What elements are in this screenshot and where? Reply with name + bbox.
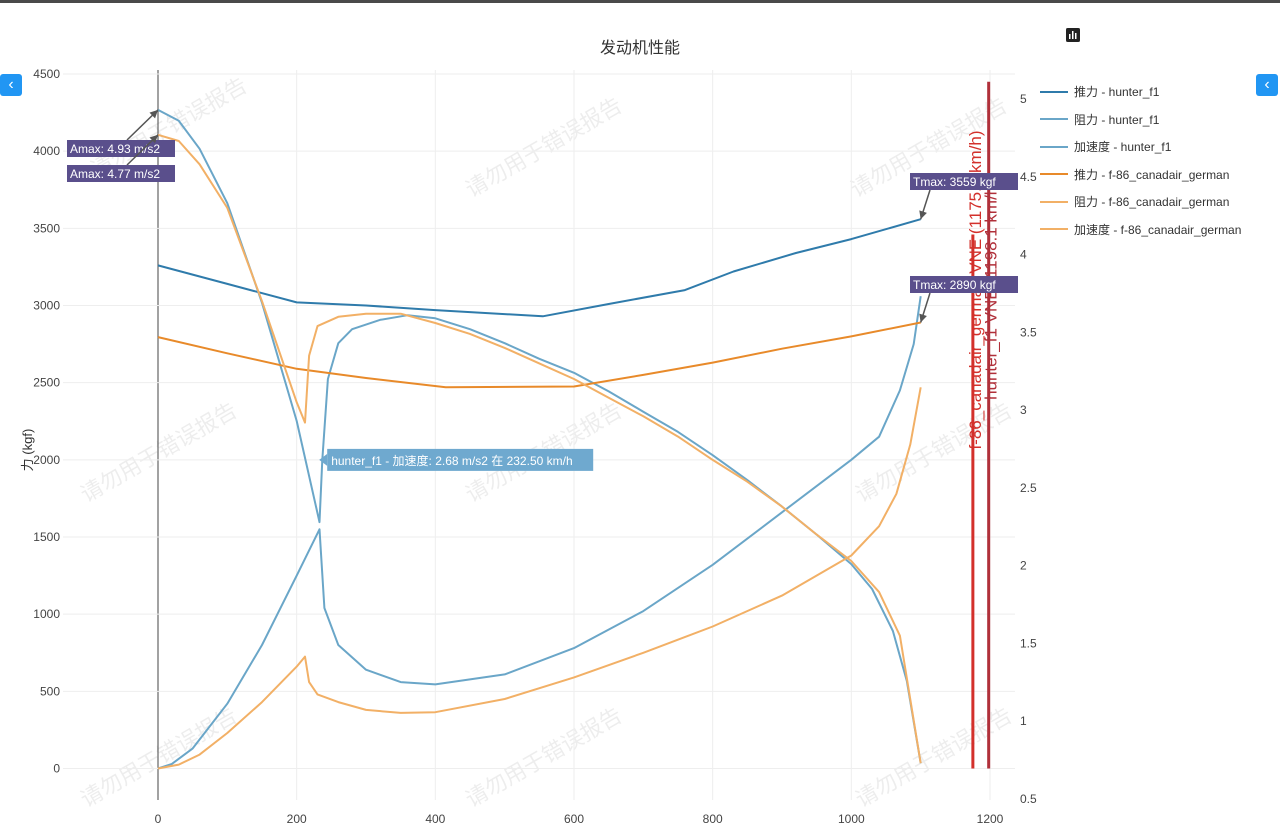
x-tick-label: 200 bbox=[287, 812, 307, 826]
chart-modebar bbox=[1066, 28, 1262, 46]
y2-tick-label: 4 bbox=[1020, 248, 1027, 262]
x-tick-label: 400 bbox=[425, 812, 445, 826]
x-tick-label: 0 bbox=[155, 812, 162, 826]
y2-tick-label: 2.5 bbox=[1020, 481, 1037, 495]
legend-label: 推力 - f-86_canadair_german bbox=[1074, 167, 1230, 182]
annotation-arrowhead bbox=[919, 313, 927, 323]
y2-tick-label: 3 bbox=[1020, 403, 1027, 417]
y2-tick-label: 1.5 bbox=[1020, 636, 1037, 650]
legend-swatch bbox=[1040, 173, 1068, 176]
hover-box bbox=[327, 448, 594, 471]
legend-swatch bbox=[1040, 118, 1068, 121]
x-tick-label: 1000 bbox=[838, 812, 865, 826]
y-tick-label: 2500 bbox=[33, 376, 60, 390]
annotation-label: Amax: 4.77 m/s2 bbox=[70, 167, 160, 181]
series-line-0[interactable] bbox=[157, 218, 921, 318]
y-tick-label: 1000 bbox=[33, 607, 60, 621]
y-tick-label: 4000 bbox=[33, 144, 60, 158]
y2-tick-label: 0.5 bbox=[1020, 792, 1037, 806]
y-tick-label: 1500 bbox=[33, 530, 60, 544]
hover-label-text: hunter_f1 - 加速度: 2.68 m/s2 在 232.50 km/h bbox=[331, 453, 572, 468]
annotation-label: Amax: 4.93 m/s2 bbox=[70, 142, 160, 156]
legend-swatch bbox=[1040, 90, 1068, 93]
annotation-box bbox=[910, 276, 1018, 293]
annotation-arrowhead bbox=[149, 134, 158, 144]
annotation-arrowhead bbox=[149, 109, 158, 119]
y-axis-label: 力 (kgf) bbox=[20, 429, 35, 472]
legend-label: 推力 - hunter_f1 bbox=[1074, 85, 1160, 100]
collapse-left-button[interactable]: ‹ bbox=[0, 74, 22, 96]
annotation-box bbox=[910, 173, 1018, 190]
series-line-4[interactable] bbox=[157, 387, 922, 770]
legend-item[interactable]: 推力 - f-86_canadair_german bbox=[1040, 161, 1241, 189]
y2-tick-label: 1 bbox=[1020, 714, 1027, 728]
legend-label: 阻力 - hunter_f1 bbox=[1074, 112, 1160, 127]
y2-tick-label: 3.5 bbox=[1020, 325, 1037, 339]
series-line-2[interactable] bbox=[157, 109, 922, 764]
y-tick-label: 0 bbox=[53, 762, 60, 776]
chart-title: 发动机性能 bbox=[599, 40, 680, 57]
series-line-5[interactable] bbox=[157, 133, 922, 764]
legend-item[interactable]: 推力 - hunter_f1 bbox=[1040, 78, 1241, 106]
y-tick-label: 500 bbox=[40, 684, 60, 698]
series-line-1[interactable] bbox=[157, 296, 922, 770]
x-tick-label: 1200 bbox=[977, 812, 1004, 826]
y2-tick-label: 4.5 bbox=[1020, 170, 1037, 184]
series-line-3[interactable] bbox=[157, 321, 921, 389]
x-tick-label: 600 bbox=[564, 812, 584, 826]
y2-tick-label: 5 bbox=[1020, 92, 1027, 106]
legend: 推力 - hunter_f1 阻力 - hunter_f1 加速度 - hunter… bbox=[1040, 78, 1241, 243]
y-tick-label: 4500 bbox=[33, 67, 60, 81]
hover-pointer bbox=[319, 453, 328, 466]
window-top-border bbox=[0, 0, 1280, 3]
annotation-box bbox=[67, 165, 175, 182]
y-tick-label: 3000 bbox=[33, 299, 60, 313]
legend-label: 加速度 - hunter_f1 bbox=[1074, 140, 1172, 155]
legend-label: 阻力 - f-86_canadair_german bbox=[1074, 195, 1230, 210]
legend-swatch bbox=[1040, 228, 1068, 231]
legend-item[interactable]: 阻力 - hunter_f1 bbox=[1040, 106, 1241, 134]
legend-item[interactable]: 加速度 - f-86_canadair_german bbox=[1040, 216, 1241, 244]
x-tick-label: 800 bbox=[703, 812, 723, 826]
annotation-label: Tmax: 3559 kgf bbox=[913, 175, 996, 189]
collapse-right-button[interactable]: ‹ bbox=[1256, 74, 1278, 96]
annotation-label: Tmax: 2890 kgf bbox=[913, 278, 996, 292]
y2-tick-label: 2 bbox=[1020, 559, 1027, 573]
annotation-arrowhead bbox=[919, 210, 927, 220]
legend-item[interactable]: 阻力 - f-86_canadair_german bbox=[1040, 188, 1241, 216]
legend-swatch bbox=[1040, 200, 1068, 203]
legend-item[interactable]: 加速度 - hunter_f1 bbox=[1040, 133, 1241, 161]
legend-label: 加速度 - f-86_canadair_german bbox=[1074, 222, 1242, 237]
y-tick-label: 3500 bbox=[33, 221, 60, 235]
legend-swatch bbox=[1040, 145, 1068, 148]
chart-icon[interactable] bbox=[1066, 28, 1262, 46]
y-tick-label: 2000 bbox=[33, 453, 60, 467]
